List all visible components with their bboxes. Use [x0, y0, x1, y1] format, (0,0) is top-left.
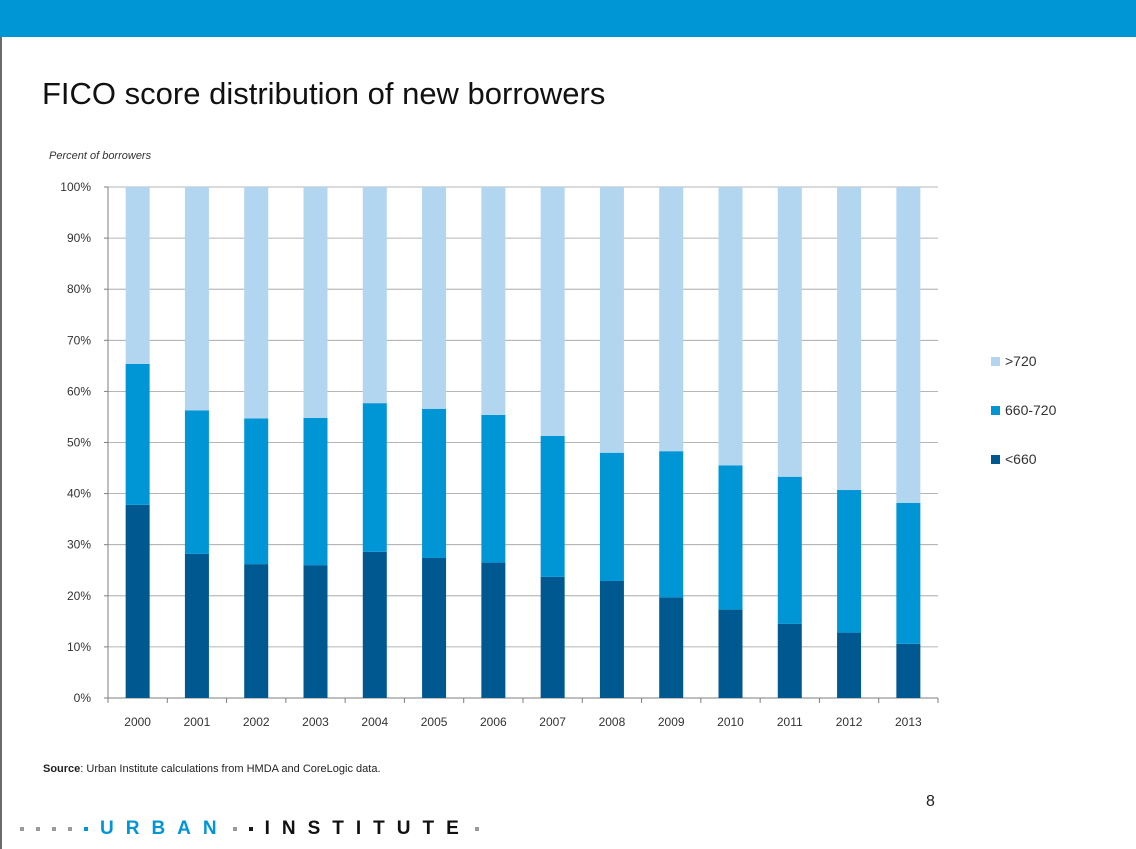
- y-tick-label: 20%: [67, 589, 91, 603]
- footer-square: [52, 827, 56, 831]
- y-tick-label: 90%: [67, 231, 91, 245]
- bar-segment: [125, 187, 150, 364]
- x-tick-label: 2013: [895, 715, 922, 729]
- bar-segment: [599, 452, 624, 581]
- bar-segment: [659, 187, 684, 452]
- bar-segment: [244, 418, 269, 565]
- bar-segment: [481, 562, 506, 698]
- legend-label: <660: [1005, 451, 1037, 467]
- bar-segment: [837, 187, 862, 491]
- x-tick-label: 2006: [480, 715, 507, 729]
- bar-segment: [184, 187, 209, 411]
- legend-label: 660-720: [1005, 402, 1057, 418]
- bar-segment: [362, 551, 387, 698]
- bar-segment: [599, 580, 624, 698]
- bar-segment: [184, 410, 209, 554]
- legend-swatch: [991, 406, 1000, 415]
- bar-segment: [244, 187, 269, 419]
- legend-swatch: [991, 455, 1000, 464]
- bar-segment: [718, 187, 743, 466]
- y-tick-label: 70%: [67, 333, 91, 347]
- y-tick-label: 80%: [67, 282, 91, 296]
- source-note: Source: Urban Institute calculations fro…: [43, 763, 381, 775]
- y-tick-label: 30%: [67, 538, 91, 552]
- x-tick-label: 2002: [243, 715, 270, 729]
- y-tick-label: 50%: [67, 436, 91, 450]
- footer-square: [474, 827, 479, 831]
- bar-segment: [422, 557, 447, 698]
- source-text: : Urban Institute calculations from HMDA…: [80, 763, 381, 775]
- legend-swatch: [991, 357, 1000, 366]
- y-tick-label: 60%: [67, 384, 91, 398]
- bar-segment: [362, 403, 387, 552]
- logo-institute: INSTITUTE: [264, 818, 471, 839]
- footer-logo: URBAN INSTITUTE: [20, 816, 491, 842]
- footer-square: [84, 827, 88, 831]
- bar-segment: [896, 502, 921, 644]
- legend-label: >720: [1005, 353, 1037, 369]
- bar-segment: [777, 187, 802, 477]
- x-tick-label: 2011: [777, 715, 803, 729]
- bar-segment: [777, 476, 802, 624]
- x-tick-label: 2007: [539, 715, 566, 729]
- bar-segment: [540, 576, 565, 698]
- logo-urban: URBAN: [100, 818, 229, 839]
- bar-segment: [362, 187, 387, 404]
- top-banner: [0, 0, 1136, 37]
- stacked-bar-chart: Percent of borrowers 0% 10% 20% 30% 40% 50% 60%…: [49, 150, 1057, 729]
- bar-segment: [303, 187, 328, 418]
- y-tick-label: 40%: [67, 487, 91, 501]
- y-tick-label: 10%: [67, 640, 91, 654]
- bar-segment: [896, 187, 921, 503]
- bar-segment: [777, 623, 802, 698]
- bar-segment: [540, 435, 565, 577]
- footer-square: [248, 827, 253, 831]
- bar-segment: [896, 643, 921, 698]
- x-tick-label: 2010: [717, 715, 744, 729]
- x-tick-label: 2003: [302, 715, 329, 729]
- bar-segment: [125, 504, 150, 698]
- bar-segment: [303, 417, 328, 566]
- bar-segment: [837, 632, 862, 698]
- footer-square: [68, 827, 72, 831]
- bar-segment: [422, 187, 447, 409]
- x-tick-label: 2008: [599, 715, 626, 729]
- y-tick-label: 0%: [74, 691, 92, 705]
- x-tick-label: 2000: [124, 715, 151, 729]
- page-number: 8: [926, 793, 935, 810]
- bar-segment: [481, 187, 506, 415]
- bar-segment: [481, 414, 506, 563]
- x-tick-label: 2001: [184, 715, 211, 729]
- bar-segment: [244, 564, 269, 698]
- bar-segment: [837, 490, 862, 633]
- bar-segment: [659, 597, 684, 698]
- bar-segment: [184, 553, 209, 698]
- bar-segment: [599, 187, 624, 453]
- bar-segment: [718, 465, 743, 610]
- source-label: Source: [43, 763, 81, 775]
- bar-segment: [422, 408, 447, 558]
- footer-square: [20, 827, 24, 831]
- page-title: FICO score distribution of new borrowers: [42, 76, 606, 111]
- y-tick-label: 100%: [60, 180, 91, 194]
- y-axis-label: Percent of borrowers: [49, 150, 152, 162]
- bar-segment: [303, 565, 328, 698]
- bar-segment: [659, 451, 684, 598]
- x-tick-label: 2004: [361, 715, 388, 729]
- x-tick-label: 2012: [836, 715, 863, 729]
- bar-segment: [718, 609, 743, 698]
- x-tick-label: 2009: [658, 715, 685, 729]
- bar-segment: [125, 363, 150, 505]
- left-edge-border: [0, 0, 2, 849]
- footer-square: [232, 827, 237, 831]
- x-tick-label: 2005: [421, 715, 448, 729]
- footer-square: [36, 827, 40, 831]
- bar-segment: [540, 187, 565, 436]
